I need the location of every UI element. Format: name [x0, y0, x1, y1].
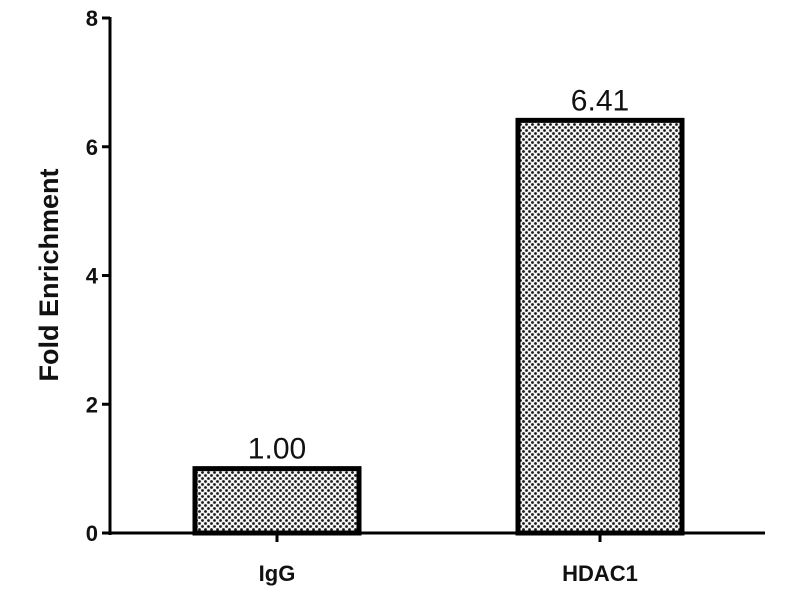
- x-tick-label: IgG: [259, 561, 296, 586]
- y-axis-label: Fold Enrichment: [34, 168, 64, 381]
- bar-igg: [192, 466, 362, 536]
- x-tick-label: HDAC1: [562, 561, 638, 586]
- data-label: 1.00: [248, 433, 306, 466]
- y-tick-label: 6: [86, 135, 98, 160]
- bar-hdac1: [515, 117, 685, 536]
- y-tick-label: 2: [86, 392, 98, 417]
- data-label: 6.41: [571, 84, 629, 117]
- y-tick-label: 8: [86, 6, 98, 31]
- y-tick-label: 4: [86, 264, 99, 289]
- y-tick-label: 0: [86, 521, 98, 546]
